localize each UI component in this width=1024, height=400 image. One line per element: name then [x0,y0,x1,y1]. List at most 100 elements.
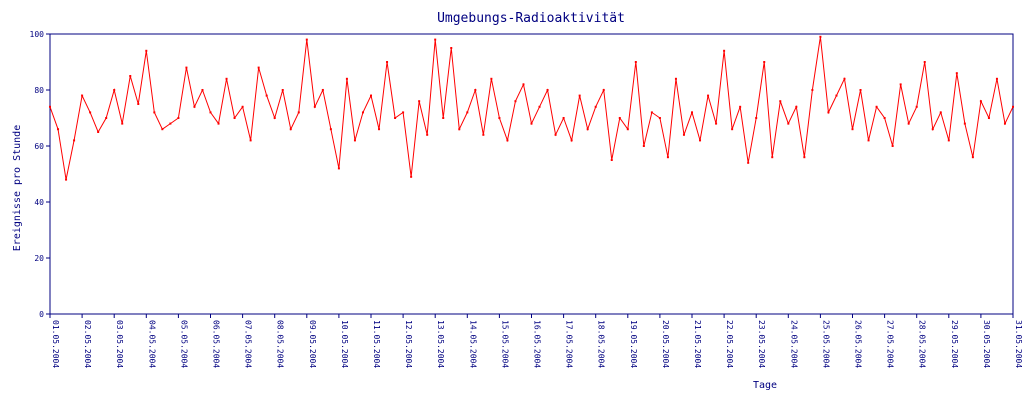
data-point [193,105,196,108]
data-point [867,139,870,142]
data-point [923,61,926,63]
data-point [426,133,429,136]
x-tick-label: 14.05.2004 [468,320,477,368]
data-point [410,175,413,178]
data-point [225,77,228,80]
data-point [907,122,910,125]
data-point [305,38,308,41]
y-tick-label: 0 [39,310,44,319]
x-tick-label: 12.05.2004 [404,320,413,368]
data-point [378,128,381,131]
data-point [987,117,990,119]
data-point [682,133,685,136]
data-point [658,117,661,119]
y-tick-label: 20 [34,254,44,263]
data-point [418,100,421,103]
data-point [458,128,461,131]
data-point [642,145,645,147]
x-tick-label: 15.05.2004 [500,320,509,368]
data-point [361,111,364,114]
data-point [73,139,76,142]
data-point [674,77,677,80]
data-point [827,111,830,114]
data-point [394,117,397,119]
data-point [699,139,702,142]
x-tick-label: 04.05.2004 [147,320,156,368]
data-point [217,122,220,125]
data-point [747,161,750,164]
data-point [963,122,966,125]
y-tick-label: 40 [34,198,44,207]
data-point [538,105,541,108]
data-point [105,117,108,119]
data-point [803,156,806,159]
data-point [81,94,84,97]
data-point [546,89,549,91]
data-point [185,66,188,69]
data-point [514,100,517,103]
x-tick-label: 01.05.2004 [51,320,60,368]
x-tick-label: 03.05.2004 [115,320,124,368]
data-point [915,105,918,108]
data-point [113,89,116,91]
data-point [955,72,958,75]
x-tick-label: 27.05.2004 [886,320,895,368]
data-point [851,128,854,131]
x-tick-label: 25.05.2004 [821,320,830,368]
data-point [931,128,934,131]
data-point [859,89,862,91]
data-point [337,167,340,170]
data-point [97,131,100,133]
data-point [402,111,405,114]
data-point [971,156,974,159]
data-point [618,117,621,119]
x-tick-label: 30.05.2004 [982,320,991,368]
data-point [883,117,886,119]
data-point [875,105,878,108]
data-point [795,105,798,108]
data-point [771,156,774,159]
data-point [947,139,950,142]
data-point [498,117,501,119]
data-point [731,128,734,131]
x-tick-label: 07.05.2004 [244,320,253,368]
x-tick-label: 16.05.2004 [533,320,542,368]
x-tick-label: 24.05.2004 [789,320,798,368]
data-point [281,89,284,91]
y-tick-label: 60 [34,142,44,151]
data-point [562,117,565,119]
data-point [89,111,92,114]
x-tick-label: 29.05.2004 [950,320,959,368]
x-tick-label: 17.05.2004 [565,320,574,368]
y-axis-label: Ereignisse pro Stunde [12,125,23,251]
data-point [979,100,982,103]
data-point [297,111,300,114]
data-point [835,94,838,97]
data-point [121,122,124,125]
data-point [1003,122,1006,125]
data-point [129,75,132,77]
data-point [554,133,557,136]
data-point [265,94,268,97]
data-point [843,77,846,80]
data-point [594,105,597,108]
data-point [370,94,372,97]
data-point [474,89,477,91]
data-point [811,89,814,91]
data-point [578,94,581,97]
x-tick-label: 02.05.2004 [83,320,92,368]
data-point [995,77,998,80]
data-point [209,111,212,114]
data-point [530,122,533,125]
data-point [442,117,445,119]
data-point [169,122,172,125]
data-point [666,156,669,159]
data-point [490,77,493,80]
data-point [610,159,613,161]
data-point [891,145,894,147]
data-point [650,111,653,114]
data-point [241,105,244,108]
data-point [779,100,782,103]
data-point [145,49,148,52]
